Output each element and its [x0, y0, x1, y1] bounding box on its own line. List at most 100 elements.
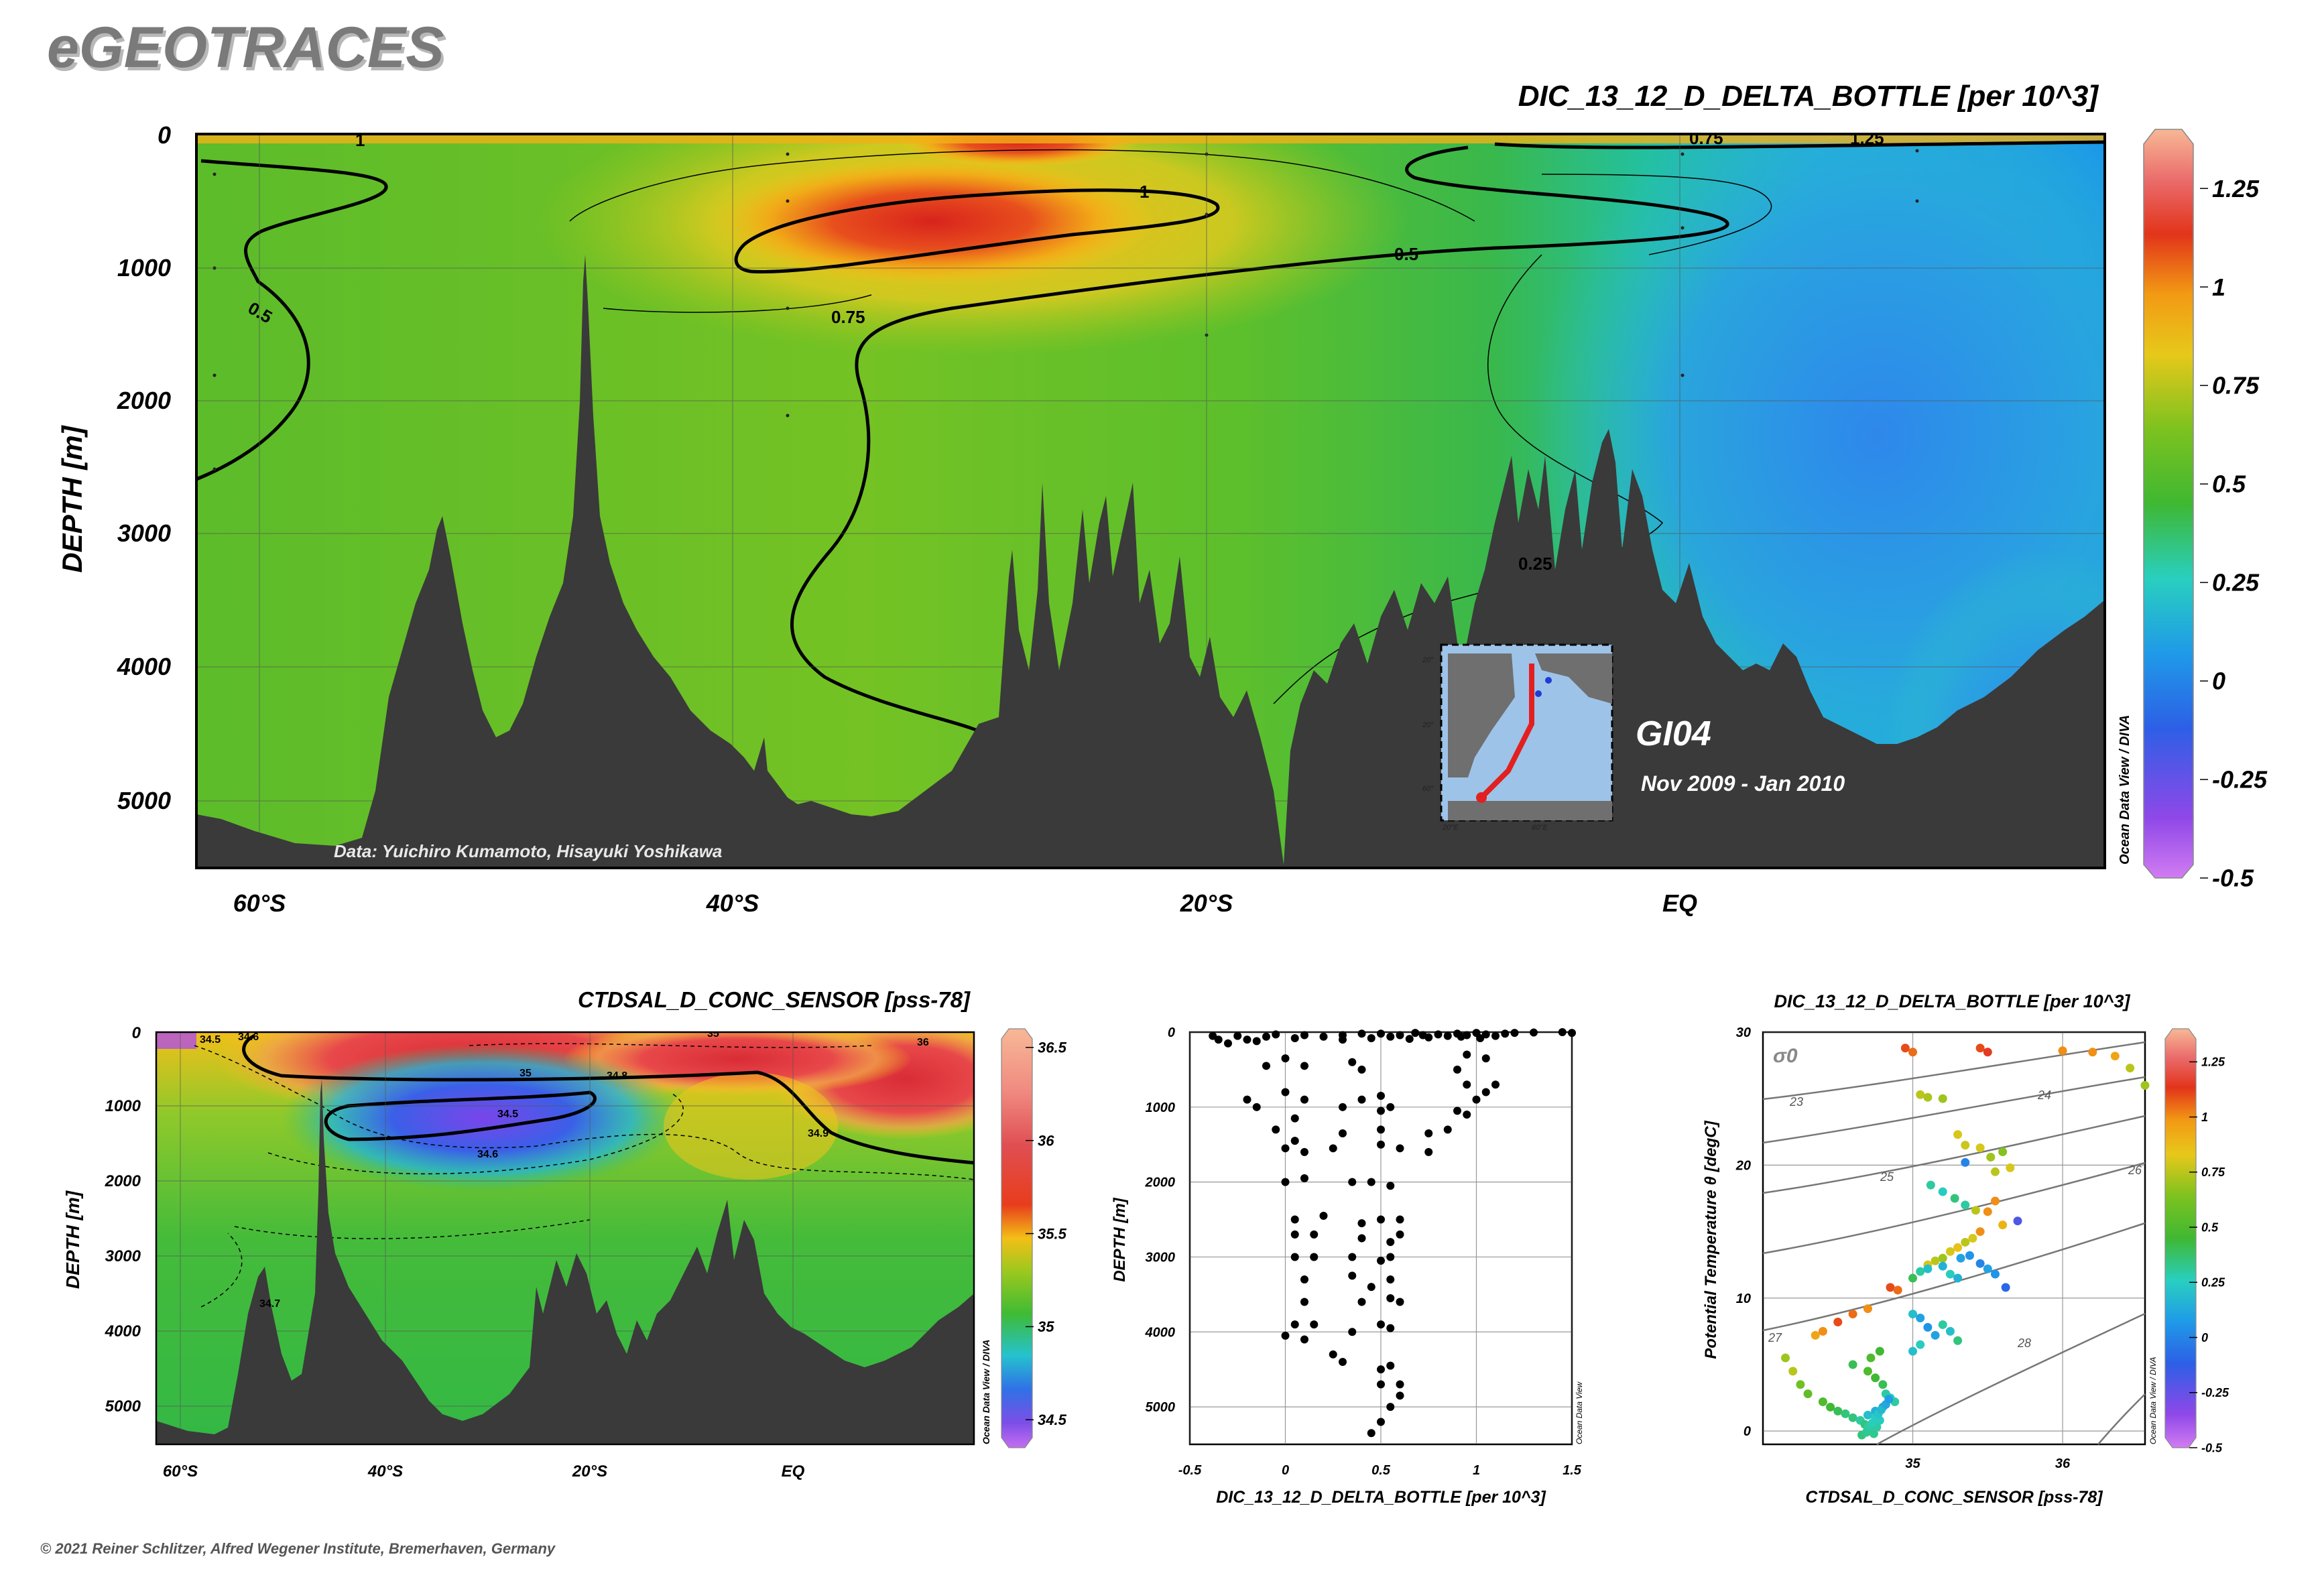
main-y-tick: 4000 — [117, 653, 171, 680]
salinity-x-tick: 20°S — [572, 1462, 607, 1481]
ts-point — [1833, 1317, 1843, 1326]
profile-y-tick: 4000 — [1145, 1325, 1176, 1340]
svg-text:0.75: 0.75 — [831, 307, 865, 327]
ts-point — [1990, 1167, 2000, 1176]
profile-point — [1386, 1403, 1395, 1411]
profile-point — [1491, 1031, 1500, 1040]
ts-point — [1975, 1044, 1985, 1053]
main-frame — [195, 133, 2106, 869]
inset-asia — [1535, 653, 1612, 704]
profile-y-tick: 2000 — [1145, 1176, 1176, 1190]
profile-point — [1243, 1035, 1251, 1044]
ts-point — [1990, 1196, 2000, 1206]
profile-point — [1339, 1103, 1347, 1111]
profile-point — [1386, 1182, 1395, 1190]
profile-point — [1300, 1174, 1308, 1183]
salinity-section-plot: CTDSAL_D_CONC_SENSOR [pss-78] DEPTH [m] — [62, 987, 1067, 1481]
profile-point — [1405, 1035, 1414, 1044]
svg-text:1.25: 1.25 — [1850, 128, 1884, 148]
main-x-ticks: 60°S 40°S 20°S EQ — [233, 889, 1697, 917]
svg-text:34.8: 34.8 — [607, 1070, 627, 1082]
profile-x-tick: -0.5 — [1178, 1463, 1202, 1478]
section-name: GI04 — [1636, 714, 1711, 753]
ts-point — [1938, 1261, 1947, 1271]
ts-point — [1908, 1273, 1918, 1283]
ts-x-tick: 36 — [2055, 1456, 2071, 1471]
svg-text:34.6: 34.6 — [477, 1149, 498, 1160]
profile-point — [1310, 1230, 1319, 1239]
salinity-y-tick: 2000 — [105, 1172, 141, 1190]
ts-point — [1965, 1251, 1974, 1260]
profile-point — [1300, 1095, 1308, 1104]
main-x-tick: 20°S — [1180, 889, 1233, 917]
profile-point — [1568, 1029, 1576, 1038]
main-contours — [196, 140, 2105, 739]
profile-point — [1558, 1028, 1567, 1036]
ts-point — [1866, 1353, 1876, 1363]
profile-point — [1424, 1033, 1433, 1042]
salinity-y-ticks: 0 1000 2000 3000 4000 5000 — [105, 1024, 141, 1416]
ts-point — [1938, 1094, 1947, 1103]
svg-text:35: 35 — [707, 1028, 719, 1040]
main-colorbar — [2143, 129, 2194, 879]
colorbar-tick-label: 0 — [2212, 668, 2225, 695]
ts-point — [1923, 1264, 1933, 1273]
main-contour-labels: 1 1 0.5 0.75 0.5 0.75 1.25 0.25 — [245, 128, 1884, 574]
profile-point — [1357, 1298, 1366, 1306]
ts-point — [1833, 1406, 1843, 1416]
svg-text:34.5: 34.5 — [200, 1034, 221, 1046]
ts-point — [1938, 1187, 1947, 1196]
ts-y-tick: 10 — [1736, 1292, 1751, 1306]
profile-y-tick: 0 — [1168, 1025, 1175, 1040]
svg-text:80°E: 80°E — [1532, 824, 1548, 832]
ts-point — [1886, 1283, 1895, 1292]
profile-point — [1377, 1215, 1385, 1224]
svg-text:20°: 20° — [1422, 656, 1434, 664]
ts-points — [1781, 1044, 2150, 1440]
colorbar-tick-label: 0.5 — [2212, 470, 2246, 498]
profile-point — [1300, 1147, 1308, 1156]
profile-point — [1262, 1032, 1270, 1041]
ts-point — [1926, 1180, 1935, 1190]
copyright: © 2021 Reiner Schlitzer, Alfred Wegener … — [40, 1540, 556, 1557]
profile-point — [1339, 1031, 1347, 1040]
profile-point — [1252, 1037, 1261, 1046]
profile-y-axis-label: DEPTH [m] — [1111, 1197, 1129, 1281]
ts-colorbar — [2164, 1028, 2197, 1448]
profile-point — [1281, 1144, 1290, 1153]
ts-point — [1871, 1373, 1880, 1383]
colorbar-tick-label: 36.5 — [1038, 1039, 1067, 1056]
salinity-bathymetry — [156, 1079, 974, 1444]
ts-diagram-plot: DIC_13_12_D_DELTA_BOTTLE [per 10^3] 23 2… — [1702, 991, 2229, 1507]
ts-point — [1908, 1048, 1918, 1057]
profile-y-tick: 5000 — [1146, 1400, 1176, 1415]
colorbar-tick-label: 0.75 — [2212, 372, 2260, 399]
ts-point — [1931, 1256, 1940, 1265]
profile-point — [1290, 1114, 1299, 1123]
profile-point — [1481, 1030, 1490, 1039]
profile-point — [1530, 1028, 1538, 1037]
sigma-label: σ0 — [1773, 1045, 1798, 1067]
ts-point — [2140, 1080, 2150, 1090]
ts-point — [1875, 1346, 1884, 1356]
ts-point — [1998, 1147, 2008, 1157]
profile-point — [1396, 1298, 1404, 1306]
profile-point — [1290, 1253, 1299, 1261]
ts-point — [1811, 1330, 1820, 1340]
profile-point — [1411, 1029, 1420, 1038]
colorbar-tick-label: -0.25 — [2201, 1386, 2229, 1399]
svg-text:0.5: 0.5 — [1394, 244, 1418, 264]
svg-text:1: 1 — [355, 130, 365, 150]
profile-point — [1319, 1032, 1328, 1041]
profile-point — [1377, 1107, 1385, 1115]
ts-point — [1923, 1322, 1933, 1332]
ts-point — [1848, 1360, 1857, 1369]
profile-point — [1386, 1275, 1395, 1283]
main-thin-contours — [569, 149, 1772, 704]
colorbar-tick-label: 0 — [2201, 1331, 2208, 1344]
profile-point — [1453, 1107, 1461, 1115]
profile-point — [1357, 1219, 1366, 1228]
ts-point — [1826, 1402, 1835, 1411]
ts-point — [1983, 1048, 1992, 1057]
